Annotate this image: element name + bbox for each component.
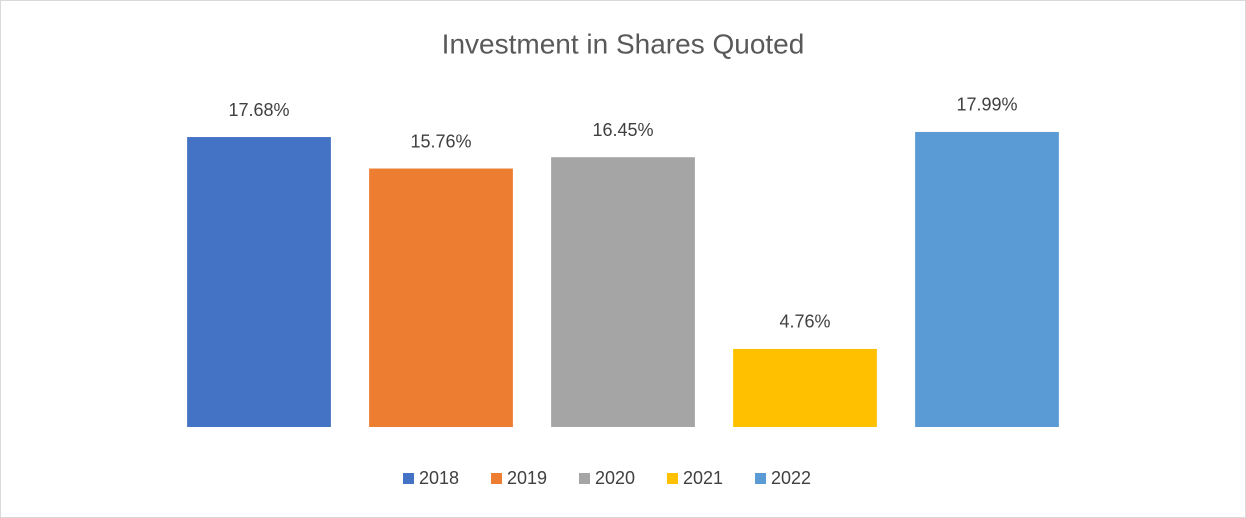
data-label: 15.76%: [410, 131, 471, 151]
legend-swatch: [579, 473, 590, 484]
bar: [369, 168, 513, 427]
legend-label: 2018: [419, 468, 459, 488]
legend-label: 2019: [507, 468, 547, 488]
legend-swatch: [491, 473, 502, 484]
data-label: 17.68%: [228, 100, 289, 120]
legend-label: 2022: [771, 468, 811, 488]
bar: [187, 137, 331, 427]
chart-title: Investment in Shares Quoted: [442, 28, 805, 59]
legend-swatch: [755, 473, 766, 484]
data-label: 16.45%: [592, 120, 653, 140]
legend-label: 2020: [595, 468, 635, 488]
data-label: 17.99%: [956, 95, 1017, 115]
bar: [551, 157, 695, 427]
data-label: 4.76%: [779, 312, 830, 332]
legend-swatch: [403, 473, 414, 484]
legend-swatch: [667, 473, 678, 484]
legend-label: 2021: [683, 468, 723, 488]
bar: [915, 131, 1059, 428]
bar: [733, 348, 877, 427]
